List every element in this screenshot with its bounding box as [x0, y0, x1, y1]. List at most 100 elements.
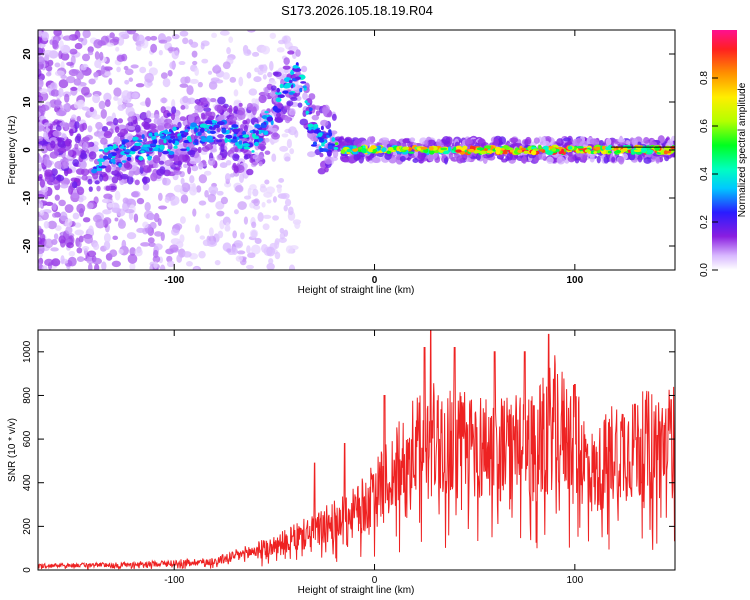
spectrogram-band-cell	[477, 138, 486, 147]
spectrogram-noise-cell	[277, 39, 286, 45]
spectrogram-band-cell	[126, 175, 134, 185]
spectrogram-noise-cell	[248, 88, 258, 96]
spectrogram-band-cell	[295, 49, 301, 57]
spectrogram-noise-cell	[180, 177, 185, 185]
spectrogram-core-cell	[103, 155, 108, 160]
spectrogram-noise-cell	[121, 90, 131, 100]
spectrogram-noise-cell	[207, 70, 213, 75]
spectrogram-noise-cell	[65, 226, 73, 235]
spectrogram-noise-cell	[250, 230, 258, 238]
spectrogram-band-cell	[72, 159, 80, 167]
spectrogram-noise-cell	[184, 104, 189, 110]
spectrogram-core-cell	[134, 142, 142, 147]
spectrogram-band-cell	[257, 144, 267, 150]
spectrogram-core-cell	[98, 149, 104, 152]
spectrogram-band-cell	[43, 122, 51, 127]
spectrogram-core-cell	[133, 145, 141, 150]
spectrogram-noise-cell	[77, 37, 84, 42]
spectrogram-core-cell	[542, 145, 549, 150]
spectrogram-band-cell	[102, 160, 110, 167]
spectrogram-noise-cell	[167, 69, 173, 77]
snr-y-tick-label: 400	[22, 474, 33, 491]
spectrogram-band-cell	[156, 118, 162, 127]
spectrogram-core-cell	[328, 129, 332, 134]
spectrogram-band-cell	[96, 185, 101, 192]
spectrogram-core-cell	[121, 160, 127, 163]
spectrogram-band-cell	[353, 153, 360, 161]
spectrogram-core-cell	[112, 144, 117, 150]
spectrogram-band-cell	[284, 105, 290, 110]
spectrogram-band-cell	[667, 139, 674, 148]
spectrogram-noise-cell	[103, 92, 112, 102]
spectrogram-band-cell	[87, 125, 93, 133]
spectrogram-band-cell	[156, 125, 165, 131]
spectrogram-band-cell	[60, 143, 67, 149]
spectrogram-noise-cell	[274, 251, 281, 260]
spectrogram-band-cell	[321, 106, 329, 115]
spectrogram-noise-cell	[175, 113, 180, 119]
spectrogram-noise-cell	[82, 136, 90, 142]
spectrogram-noise-cell	[38, 36, 42, 45]
spectrogram-noise-cell	[224, 173, 231, 182]
spectrogram-core-cell	[260, 122, 265, 128]
spectrogram-band-cell	[158, 160, 165, 165]
spectrogram-noise-cell	[215, 79, 224, 84]
colorbar-tick-label: 0.8	[699, 71, 710, 85]
spectrogram-noise-cell	[261, 201, 266, 208]
spectrogram-core-cell	[275, 97, 282, 103]
spectrogram-noise-cell	[245, 264, 255, 270]
spectrogram-noise-cell	[159, 264, 166, 270]
spectrogram-noise-cell	[88, 263, 93, 270]
spectrogram-noise-cell	[187, 97, 196, 105]
spectrogram-noise-cell	[198, 200, 207, 206]
spectrogram-band-cell	[80, 149, 87, 159]
spectrogram-noise-cell	[152, 255, 161, 263]
spectrogram-noise-cell	[173, 184, 183, 193]
spectrogram-noise-cell	[167, 47, 177, 52]
spectrogram-noise-cell	[246, 245, 251, 254]
spectrogram-core-cell	[254, 124, 261, 129]
spectrogram-noise-cell	[86, 250, 97, 258]
spectrogram-noise-cell	[158, 192, 163, 201]
spectrogram-band-cell	[546, 156, 554, 164]
spectrogram-core-cell	[221, 128, 227, 134]
spectrogram-noise-cell	[66, 242, 74, 249]
spectrogram-x-tick-label: 100	[566, 275, 583, 286]
spectrogram-band-cell	[269, 91, 277, 97]
spectrogram-noise-cell	[150, 35, 158, 41]
spectrogram-band-cell	[111, 176, 119, 184]
spectrogram-noise-cell	[145, 97, 151, 108]
spectrogram-noise-cell	[50, 89, 60, 97]
spectrogram-band-cell	[481, 154, 491, 159]
spectrogram-core-cell	[327, 151, 332, 157]
spectrogram-band-cell	[76, 186, 84, 192]
spectrogram-core-cell	[349, 145, 354, 150]
spectrogram-core-cell	[213, 124, 220, 129]
spectrogram-band-cell	[63, 160, 69, 169]
spectrogram-noise-cell	[112, 36, 120, 43]
spectrogram-noise-cell	[77, 241, 82, 248]
spectrogram-x-axis-label: Height of straight line (km)	[298, 285, 415, 296]
spectrogram-core-cell	[293, 68, 302, 72]
spectrogram-band-cell	[111, 170, 120, 176]
spectrogram-noise-cell	[136, 227, 146, 233]
spectrogram-noise-cell	[289, 148, 295, 155]
spectrogram-band-cell	[173, 154, 180, 164]
spectrogram-band-cell	[258, 141, 267, 147]
spectrogram-band-cell	[271, 132, 281, 140]
spectrogram-noise-cell	[176, 254, 183, 263]
spectrogram-noise-cell	[80, 86, 90, 96]
spectrogram-noise-cell	[280, 192, 290, 200]
spectrogram-band-cell	[38, 173, 43, 179]
spectrogram-core-cell	[447, 146, 452, 152]
spectrogram-noise-cell	[60, 255, 65, 265]
spectrogram-core-cell	[163, 139, 167, 144]
spectrogram-noise-cell	[64, 93, 70, 103]
spectrogram-x-tick-label: 0	[372, 275, 378, 286]
spectrogram-noise-cell	[279, 145, 289, 152]
spectrogram-core-cell	[215, 139, 223, 143]
spectrogram-noise-cell	[250, 244, 261, 255]
spectrogram-noise-cell	[64, 204, 74, 213]
spectrogram-noise-cell	[193, 266, 199, 270]
spectrogram-noise-cell	[64, 218, 73, 228]
